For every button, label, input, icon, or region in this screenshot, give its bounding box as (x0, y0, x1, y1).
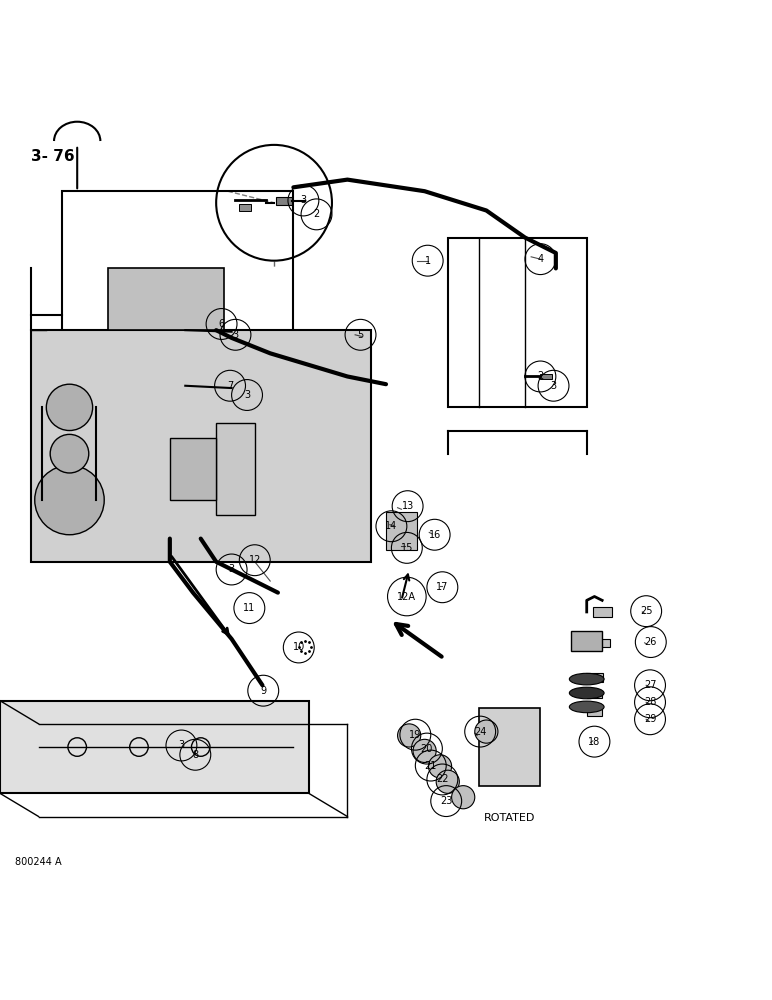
Ellipse shape (569, 687, 604, 699)
Text: 19: 19 (409, 730, 422, 740)
Text: 3: 3 (300, 195, 306, 205)
Text: 25: 25 (640, 606, 652, 616)
Bar (587, 691, 602, 698)
Text: ROTATED: ROTATED (484, 813, 535, 823)
Bar (587, 708, 602, 716)
Text: 800244 A: 800244 A (15, 857, 62, 867)
Ellipse shape (569, 673, 604, 685)
Bar (216, 423, 255, 515)
Text: 3- 76: 3- 76 (31, 149, 75, 164)
Text: 11: 11 (243, 603, 256, 613)
Bar (540, 374, 552, 379)
Text: 3: 3 (229, 564, 235, 574)
Text: 2: 2 (537, 371, 543, 381)
Circle shape (46, 384, 93, 431)
Text: 20: 20 (421, 744, 433, 754)
Bar (448, 238, 587, 407)
Text: 1: 1 (425, 256, 431, 266)
Text: 3: 3 (244, 390, 250, 400)
Text: 21: 21 (425, 761, 437, 771)
Bar (170, 438, 216, 500)
Circle shape (35, 465, 104, 535)
Circle shape (475, 720, 498, 743)
Text: 27: 27 (644, 680, 656, 690)
Text: 2: 2 (313, 209, 320, 219)
Circle shape (50, 434, 89, 473)
Text: 29: 29 (644, 714, 656, 724)
Circle shape (452, 786, 475, 809)
Text: 16: 16 (428, 530, 441, 540)
Text: 24: 24 (474, 727, 486, 737)
Circle shape (413, 739, 436, 762)
Text: 26: 26 (645, 637, 657, 647)
Text: 14: 14 (385, 521, 398, 531)
Text: 7: 7 (227, 381, 233, 391)
Bar (594, 639, 610, 647)
Text: 3: 3 (232, 330, 239, 340)
Text: 6: 6 (218, 319, 225, 329)
Bar (62, 191, 293, 346)
Bar (239, 204, 251, 211)
Text: 3: 3 (178, 740, 185, 750)
Text: 5: 5 (357, 330, 364, 340)
Bar (571, 631, 602, 651)
Text: 12: 12 (249, 555, 261, 565)
Text: 22: 22 (436, 774, 449, 784)
Bar (586, 673, 603, 682)
Text: 13: 13 (401, 501, 414, 511)
Text: 3: 3 (550, 381, 557, 391)
Bar (386, 512, 417, 550)
Ellipse shape (569, 701, 604, 713)
Circle shape (436, 770, 459, 793)
Text: 12A: 12A (398, 591, 416, 601)
Text: 28: 28 (644, 697, 656, 707)
Text: 23: 23 (440, 796, 452, 806)
Text: 18: 18 (588, 737, 601, 747)
Circle shape (428, 755, 452, 778)
Text: 4: 4 (537, 254, 543, 264)
Circle shape (398, 724, 421, 747)
Bar (108, 268, 224, 330)
Text: 15: 15 (401, 543, 413, 553)
Text: 8: 8 (192, 750, 198, 760)
Text: 10: 10 (293, 642, 305, 652)
Bar (0, 701, 309, 793)
Bar (479, 708, 540, 786)
Bar (31, 330, 371, 562)
Bar (593, 607, 612, 617)
Text: 17: 17 (436, 582, 449, 592)
Text: 9: 9 (260, 686, 266, 696)
Bar (276, 197, 292, 205)
